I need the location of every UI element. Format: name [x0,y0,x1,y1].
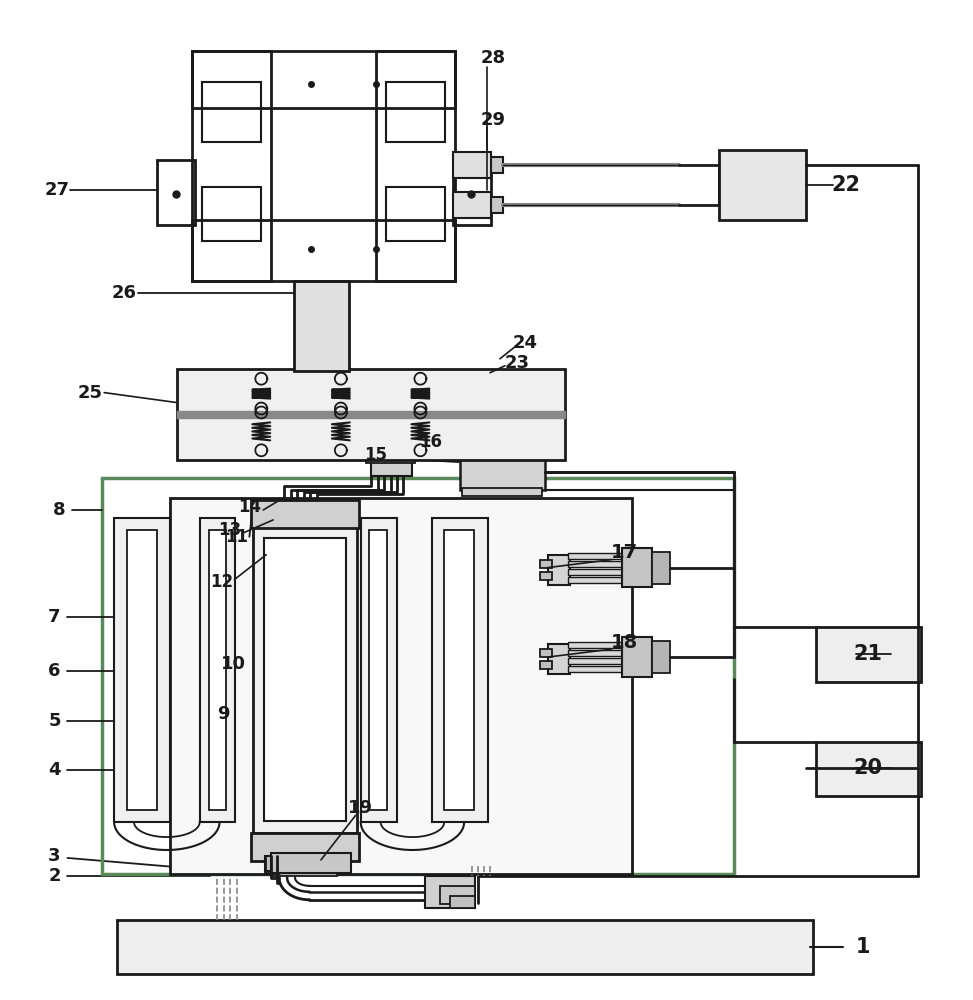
Text: 14: 14 [237,498,261,516]
Bar [464,435,539,447]
Bar [425,876,475,908]
Text: 19: 19 [348,799,374,817]
Bar [567,577,622,583]
Text: 21: 21 [853,644,883,664]
Bar [453,192,491,218]
Bar [201,187,262,241]
Text: 11: 11 [225,528,248,546]
Bar [719,150,807,220]
Bar [816,627,920,682]
Text: 20: 20 [853,758,883,778]
Bar [157,160,195,225]
Text: 23: 23 [504,354,529,372]
Bar [440,886,475,904]
Text: 7: 7 [49,608,60,626]
Bar [453,160,491,225]
Bar [567,658,622,664]
Bar [127,530,157,810]
Bar [114,518,170,822]
Bar [567,642,622,648]
Bar [385,82,446,142]
Bar [540,572,552,580]
Bar [445,530,474,810]
Bar [567,650,622,656]
Bar [294,281,348,371]
Bar [567,569,622,575]
Text: 17: 17 [611,543,637,562]
Bar [376,51,455,281]
Bar [266,856,342,871]
Bar [816,742,920,796]
Bar [271,853,351,873]
Text: 2: 2 [49,867,60,885]
Bar [177,411,564,418]
Bar [253,525,357,833]
Bar [117,920,813,974]
Text: 27: 27 [45,181,70,199]
Text: 16: 16 [418,433,442,451]
Bar [462,488,542,496]
Text: 4: 4 [49,761,60,779]
Bar [462,445,542,457]
Bar [548,644,569,674]
Bar [251,833,359,861]
Text: 12: 12 [210,573,234,591]
Text: 25: 25 [78,384,103,402]
Bar [652,641,670,673]
Text: 9: 9 [217,705,230,723]
Bar [488,157,503,173]
Bar [540,661,552,669]
Bar [371,460,413,476]
Text: 18: 18 [611,633,638,652]
Bar [192,51,271,281]
Bar [208,530,227,810]
Bar [251,500,359,528]
Text: 10: 10 [221,655,246,673]
Bar [177,369,564,460]
Bar [540,649,552,657]
Text: 22: 22 [832,175,860,195]
Bar [170,498,632,874]
Bar [453,152,491,178]
Bar [192,51,455,108]
Text: 28: 28 [481,49,506,67]
Bar [450,896,475,908]
Bar [567,561,622,567]
Text: 8: 8 [54,501,66,519]
Bar [567,666,622,672]
Bar [460,455,545,490]
Bar [366,455,415,463]
Bar [361,518,397,822]
Bar [271,866,337,876]
Bar [548,555,569,585]
Bar [385,187,446,241]
Text: 1: 1 [855,937,870,957]
Bar [567,553,622,559]
Text: 6: 6 [49,662,60,680]
Bar [102,478,734,874]
Text: 24: 24 [512,334,537,352]
Text: 13: 13 [218,521,241,539]
Text: 3: 3 [49,847,60,865]
Bar [199,518,235,822]
Text: 26: 26 [112,284,136,302]
Text: 15: 15 [364,446,387,464]
Bar [540,560,552,568]
Bar [488,197,503,213]
Text: 5: 5 [49,712,60,730]
Bar [265,538,345,821]
Bar [432,518,488,822]
Bar [201,82,262,142]
Bar [622,548,652,587]
Bar [622,637,652,677]
Text: 29: 29 [481,111,505,129]
Bar [369,530,386,810]
Bar [192,220,455,281]
Bar [652,552,670,584]
